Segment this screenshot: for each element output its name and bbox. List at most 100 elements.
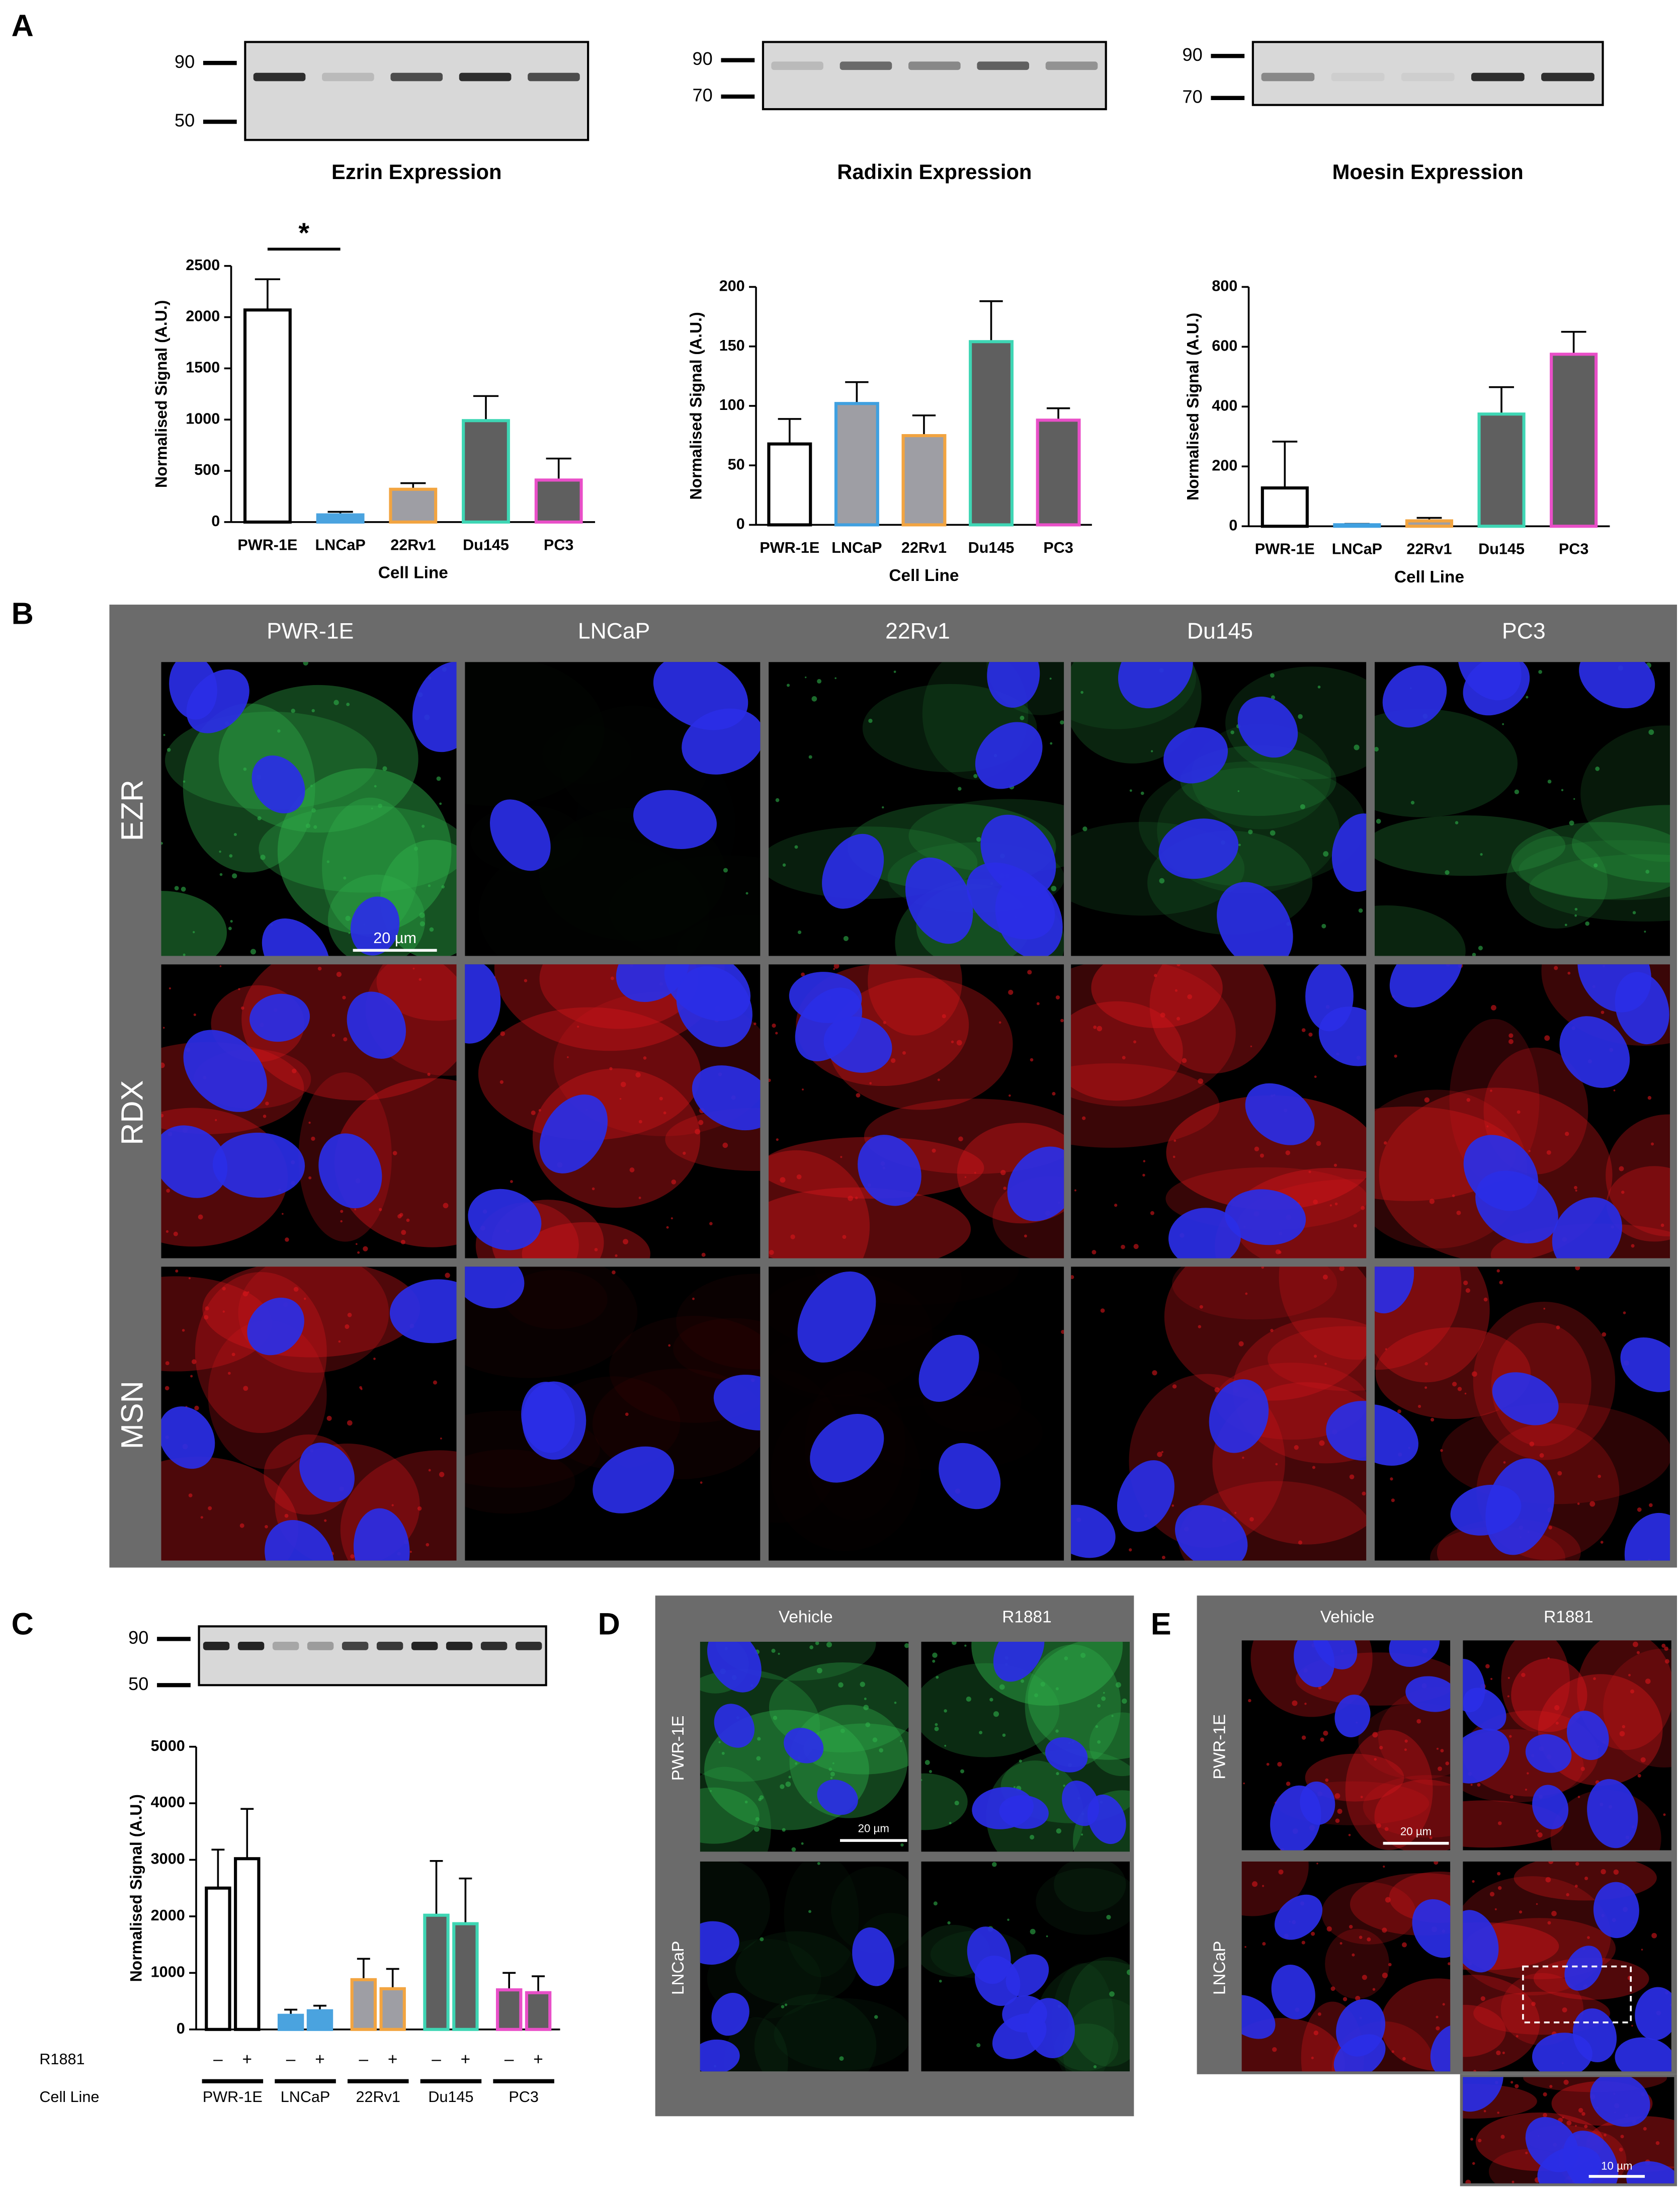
- nucleus: [1587, 1779, 1638, 1848]
- stain-speckle: [1172, 1384, 1177, 1389]
- blot-image: [198, 1625, 547, 1687]
- stain: [1054, 1861, 1126, 1912]
- stain-speckle: [443, 1203, 449, 1209]
- stain-speckle: [1470, 1784, 1473, 1786]
- stain-speckle: [695, 1129, 701, 1135]
- stain-speckle: [1294, 1445, 1299, 1450]
- stain-speckle: [710, 1790, 712, 1792]
- stain-speckle: [1329, 1204, 1332, 1207]
- stain-speckle: [311, 1136, 315, 1141]
- stain-speckle: [293, 1287, 299, 1292]
- stain: [1501, 1640, 1570, 1732]
- nucleus: [1458, 662, 1522, 701]
- stain-speckle: [1580, 1766, 1585, 1771]
- stain-speckle: [1517, 1110, 1521, 1114]
- stain: [161, 891, 227, 956]
- stain-speckle: [1633, 1641, 1638, 1647]
- stain-speckle: [445, 1273, 450, 1278]
- stain-speckle: [1319, 1440, 1325, 1446]
- stain-speckle: [232, 873, 237, 879]
- stain-speckle: [1300, 804, 1305, 809]
- stain: [921, 1773, 968, 1830]
- stain-speckle: [1434, 1861, 1439, 1865]
- stain: [1089, 1712, 1130, 1777]
- stain-speckle: [412, 967, 415, 970]
- stain-speckle: [1637, 1774, 1641, 1778]
- stain-speckle: [1153, 974, 1157, 977]
- stain-speckle: [229, 854, 233, 858]
- stain-speckle: [594, 1248, 598, 1251]
- stain-speckle: [391, 1504, 394, 1506]
- stain-speckle: [808, 755, 812, 759]
- stain-speckle: [1020, 715, 1025, 720]
- stain-speckle: [1509, 1795, 1514, 1799]
- stain-speckle: [161, 1114, 164, 1118]
- stain-speckle: [1143, 1160, 1146, 1162]
- stain-speckle: [759, 1795, 764, 1800]
- x-tick-label: –: [359, 2050, 369, 2069]
- stain-speckle: [1129, 1548, 1132, 1552]
- stain-speckle: [531, 1110, 536, 1116]
- stain-speckle: [786, 684, 790, 687]
- stain-speckle: [1547, 780, 1552, 784]
- y-tick-label: 2500: [186, 257, 220, 274]
- panel-label: C: [12, 1607, 34, 1641]
- stain-speckle: [1127, 1969, 1130, 1975]
- stain-speckle: [257, 816, 262, 820]
- stain-speckle: [1578, 2108, 1583, 2113]
- nucleus: [797, 1271, 876, 1363]
- stain-speckle: [1499, 1280, 1503, 1285]
- stain: [522, 1222, 650, 1258]
- stain-speckle: [775, 798, 780, 802]
- stain-speckle: [1539, 1453, 1544, 1458]
- stain-speckle: [1271, 695, 1276, 700]
- stain-speckle: [164, 1386, 170, 1391]
- stain: [673, 1318, 761, 1380]
- y-tick-label: 0: [1229, 517, 1237, 534]
- stain-speckle: [1497, 1872, 1501, 1876]
- stain-speckle: [181, 886, 186, 892]
- stain-speckle: [1417, 1405, 1421, 1408]
- stain-speckle: [378, 803, 382, 808]
- blot-band: [528, 72, 580, 81]
- stain-speckle: [439, 802, 442, 805]
- stain-speckle: [200, 1516, 203, 1519]
- stain-speckle: [855, 1196, 858, 1200]
- blot-band: [237, 1642, 265, 1650]
- nucleus: [918, 1334, 979, 1402]
- stain-speckle: [378, 1208, 382, 1211]
- stain-speckle: [194, 1405, 199, 1411]
- stain-speckle: [840, 1156, 843, 1158]
- nucleus: [183, 1030, 267, 1112]
- stain-speckle: [773, 1716, 778, 1720]
- blot-band: [1401, 72, 1455, 81]
- stain-speckle: [1325, 1778, 1329, 1782]
- stain-speckle: [1410, 801, 1415, 805]
- stain-speckle: [1152, 1370, 1157, 1376]
- stain: [465, 1449, 575, 1514]
- stain-speckle: [848, 1196, 853, 1201]
- stain-speckle: [1516, 2035, 1519, 2038]
- stain-speckle: [1177, 964, 1181, 966]
- stain-speckle: [698, 1120, 704, 1125]
- stain-speckle: [1554, 1705, 1560, 1711]
- stain-speckle: [1593, 1677, 1596, 1680]
- stain-speckle: [1133, 1243, 1139, 1249]
- stain-speckle: [342, 995, 346, 999]
- chart-title: Radixin Expression: [837, 160, 1032, 184]
- stain-speckle: [1301, 1735, 1306, 1740]
- stain-speckle: [1362, 1491, 1366, 1496]
- stain-speckle: [1140, 791, 1144, 795]
- stain: [1091, 964, 1223, 1028]
- group-label: PWR-1E: [203, 2088, 263, 2106]
- nucleus: [1492, 1372, 1559, 1425]
- blot-marker-label: 50: [175, 110, 195, 131]
- stain-speckle: [865, 1722, 871, 1727]
- stain-speckle: [1349, 1474, 1355, 1480]
- column-label: R1881: [1002, 1608, 1051, 1627]
- nucleus: [676, 966, 752, 1047]
- stain-speckle: [1323, 1730, 1328, 1736]
- stain-speckle: [1252, 1881, 1258, 1887]
- stain-speckle: [1064, 1656, 1068, 1660]
- column-label: R1881: [1544, 1608, 1593, 1627]
